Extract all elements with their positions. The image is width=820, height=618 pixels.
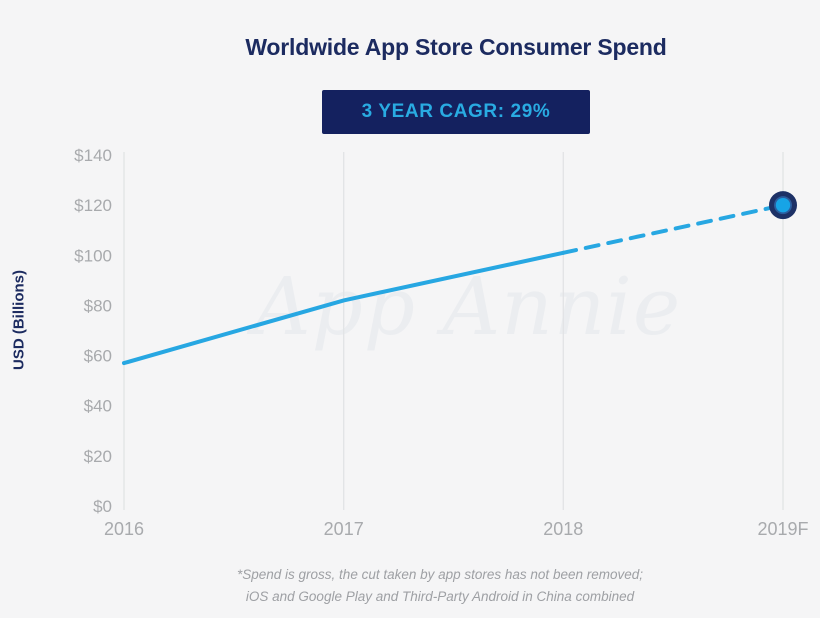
y-tick-label: $100 (74, 246, 112, 265)
y-tick-label: $0 (93, 497, 112, 516)
x-tick-label: 2017 (324, 519, 364, 539)
x-tick-label: 2019F (757, 519, 808, 539)
footnote-line-1: *Spend is gross, the cut taken by app st… (237, 567, 643, 582)
forecast-marker-inner (775, 197, 791, 213)
footnote-line-2: iOS and Google Play and Third-Party Andr… (245, 589, 635, 604)
y-tick-label: $60 (84, 347, 112, 366)
x-tick-label: 2016 (104, 519, 144, 539)
y-tick-label: $80 (84, 296, 112, 315)
spend-line-chart: $0 $20 $40 $60 $80 $100 $120 $140 2016 2017 2018 20… (74, 146, 808, 539)
cagr-badge: 3 YEAR CAGR: 29% (321, 90, 591, 134)
footnote: *Spend is gross, the cut taken by app st… (60, 564, 820, 608)
y-tick-label: $140 (74, 146, 112, 165)
y-tick-label: $40 (84, 397, 112, 416)
y-tick-label: $120 (74, 196, 112, 215)
chart-header: Worldwide App Store Consumer Spend 3 YEA… (96, 0, 816, 134)
spend-line-actual (122, 250, 566, 366)
y-tick-label: $20 (84, 447, 112, 466)
x-tick-label: 2018 (543, 519, 583, 539)
spend-line-forecast (561, 203, 785, 255)
page-title: Worldwide App Store Consumer Spend (245, 34, 667, 60)
